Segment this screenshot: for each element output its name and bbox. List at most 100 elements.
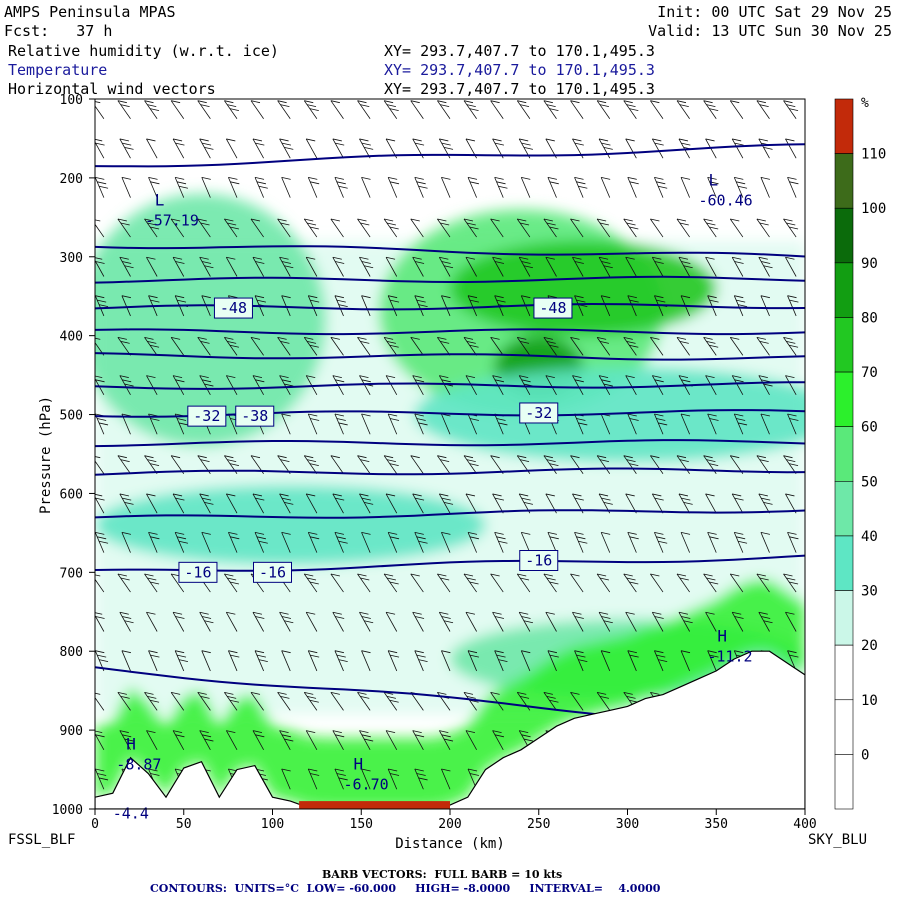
contour-label: -16 [519,550,559,571]
wind-barb [490,573,504,593]
wind-barb [334,176,348,198]
wind-barb [252,256,265,277]
wind-barb [783,336,799,356]
wind-barb [279,611,294,632]
wind-barb [224,691,240,711]
svg-text:L: L [709,171,719,190]
wind-barb [332,611,345,632]
wind-barb [95,375,105,396]
wind-barb [516,336,531,356]
wind-barb [95,219,105,238]
extremum-label: H -6.70 [344,754,389,793]
wind-barb [305,138,318,159]
wind-barb [119,375,134,396]
wind-barb [361,176,371,198]
wind-barb [412,493,425,514]
wind-barb [572,256,584,277]
wind-barb [572,375,584,396]
wind-barb [303,455,319,474]
wind-barb [678,256,693,277]
wind-barb [307,176,320,198]
wind-barb [465,256,477,277]
boundary-layer-moisture [95,580,805,809]
wind-barb [252,493,265,514]
svg-text:-16: -16 [259,563,286,581]
wind-barb [760,295,770,317]
wind-barb [224,100,240,119]
wind-barb [516,573,531,593]
wind-barb [787,531,799,553]
wind-barb [387,413,400,435]
wind-barb [361,650,371,672]
wind-barb [680,650,691,672]
extremum-label: -4.4 [113,805,149,823]
wind-barb [252,730,265,751]
wind-barb [733,531,748,553]
wind-barb [307,295,320,317]
wind-barb [146,611,158,632]
temperature-contour [95,328,805,336]
wind-barb [174,176,189,198]
wind-barb [596,100,611,119]
wind-barb [463,455,479,474]
wind-barb [596,691,611,711]
wind-barb [414,413,428,435]
wind-barb [148,650,160,672]
wind-barb [95,574,105,593]
wind-barb [383,573,399,593]
wind-barb [277,691,291,711]
wind-barb [756,573,770,593]
wind-barb [733,413,748,435]
wind-barb [199,256,214,277]
wind-barb [385,730,398,751]
wind-barb [729,218,744,238]
wind-barb [305,611,318,632]
wind-barb [680,176,691,198]
wind-barb [520,176,531,198]
wind-barb [146,493,158,514]
wind-barb [170,336,185,356]
wind-barb [570,455,584,474]
wind-barb [279,256,294,277]
colorbar-segment [834,262,854,318]
wind-barb [680,531,691,553]
colorbar-tick-label: 110 [861,147,886,163]
wind-barb [627,413,639,435]
svg-text:-6.70: -6.70 [344,775,389,793]
wind-barb [250,336,264,356]
wind-barb [438,730,454,751]
wind-barb [543,573,559,593]
wind-barb [357,573,371,593]
wind-barb [570,336,584,356]
field-name-wind: Horizontal wind vectors [8,80,216,98]
wind-barb [463,100,479,119]
contour-label: -48 [213,297,253,319]
wind-barb [359,138,374,159]
temperature-contour [95,509,805,519]
wind-barb [783,218,799,238]
y-tick-label: 100 [60,93,83,108]
wind-barb [625,611,637,632]
wind-barb [545,256,557,277]
wind-barb [676,100,690,119]
wind-barb [252,611,265,632]
wind-barb [441,531,451,553]
wind-barb [224,336,240,356]
humidity-blob [450,241,717,336]
field-xy-rh: XY= 293.7,407.7 to 170.1,495.3 [384,42,655,60]
wind-barb [119,730,134,751]
wind-barb [627,650,639,672]
wind-barb [117,336,131,356]
wind-barb [414,176,428,198]
wind-barb [494,176,508,198]
wind-barb [330,455,344,474]
wind-barb [441,650,451,672]
wind-barb [516,218,531,238]
wind-barb [705,611,717,632]
x-tick-label: 350 [705,817,728,832]
wind-barb [441,295,451,317]
wind-barb [119,611,134,632]
wind-barb [570,691,584,711]
wind-barb [463,573,479,593]
wind-barb [330,691,344,711]
